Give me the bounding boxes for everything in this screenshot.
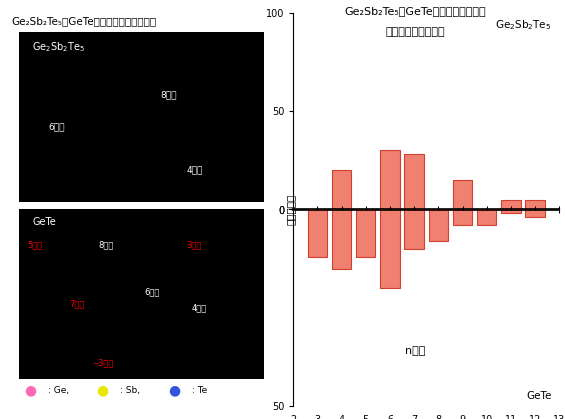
Text: 6員環: 6員環	[144, 288, 159, 297]
Bar	[332, 170, 351, 210]
Bar	[501, 200, 520, 210]
Text: Ge₂Sb₂Te₅、GeTeアモルファス相の: Ge₂Sb₂Te₅、GeTeアモルファス相の	[345, 6, 486, 16]
Text: 5員環: 5員環	[27, 241, 42, 249]
Text: GeTe: GeTe	[526, 391, 551, 401]
FancyBboxPatch shape	[19, 210, 264, 379]
Bar	[477, 210, 497, 225]
Text: ●: ●	[24, 384, 36, 398]
Bar	[308, 210, 327, 257]
Text: 4員環: 4員環	[186, 166, 203, 175]
Text: ●: ●	[96, 384, 108, 398]
Bar	[356, 210, 375, 257]
Text: 6員環: 6員環	[48, 122, 65, 131]
Bar	[525, 210, 545, 217]
Text: 4員環: 4員環	[192, 303, 207, 313]
Bar	[380, 210, 399, 288]
Text: 7員環: 7員環	[69, 300, 85, 308]
FancyBboxPatch shape	[19, 32, 264, 202]
Text: : Te: : Te	[192, 386, 207, 395]
Text: 8員環: 8員環	[160, 91, 176, 100]
Bar	[501, 210, 520, 213]
Bar	[380, 150, 399, 210]
Bar	[429, 210, 448, 241]
Text: Ge₂Sb₂Te₅、GeTeアモルファス相の構造: Ge₂Sb₂Te₅、GeTeアモルファス相の構造	[11, 16, 156, 26]
Text: : Ge,: : Ge,	[48, 386, 69, 395]
Bar	[525, 200, 545, 210]
Text: ─3員環: ─3員環	[93, 359, 114, 367]
Text: Ge$_2$Sb$_2$Te$_5$: Ge$_2$Sb$_2$Te$_5$	[495, 18, 551, 32]
Text: 頻度（％）: 頻度（％）	[286, 194, 296, 225]
Text: ●: ●	[168, 384, 180, 398]
Bar	[405, 154, 424, 210]
Text: 3員環: 3員環	[186, 241, 202, 249]
Text: 8員環: 8員環	[99, 241, 114, 249]
Text: : Sb,: : Sb,	[120, 386, 140, 395]
Bar	[453, 210, 472, 225]
Bar	[453, 180, 472, 210]
Bar	[405, 210, 424, 249]
Text: n員環: n員環	[405, 346, 425, 356]
Bar	[332, 210, 351, 269]
Text: 構造ユニットの分布: 構造ユニットの分布	[385, 27, 445, 37]
Text: Ge$_2$Sb$_2$Te$_5$: Ge$_2$Sb$_2$Te$_5$	[32, 40, 85, 54]
Text: GeTe: GeTe	[32, 217, 56, 228]
